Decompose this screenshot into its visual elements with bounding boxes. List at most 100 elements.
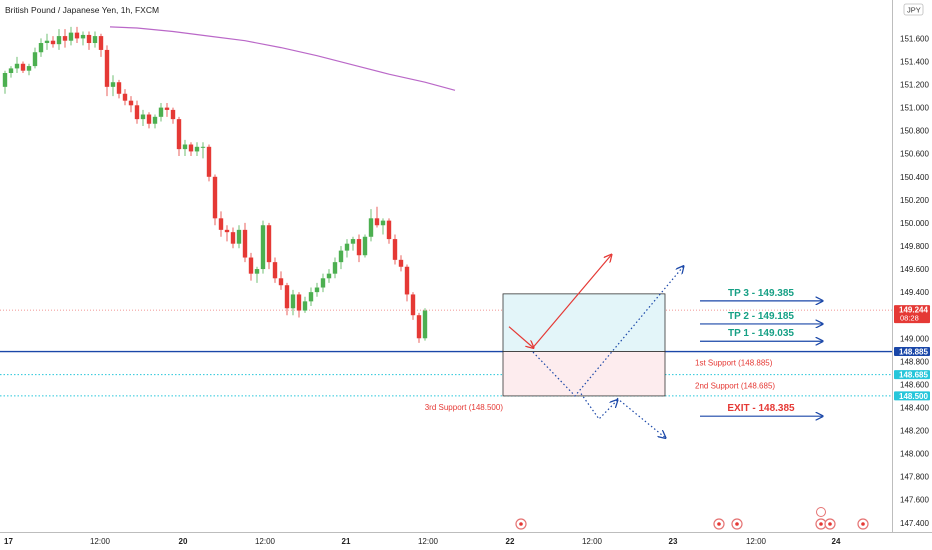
candle-body: [116, 82, 122, 94]
candle-body: [80, 34, 86, 39]
candle: [350, 236, 356, 251]
candle: [224, 225, 230, 242]
candle: [248, 252, 254, 281]
symbol-title: British Pound / Japanese Yen, 1h, FXCM: [5, 5, 159, 15]
candle-body: [398, 259, 404, 267]
candle-body: [92, 36, 98, 44]
candle: [362, 234, 368, 258]
y-tick-label: 148.400: [900, 403, 929, 412]
candle: [272, 257, 278, 283]
candle: [296, 292, 302, 318]
candle-body: [380, 220, 386, 226]
candle: [32, 47, 38, 69]
risk-zone-box: [502, 351, 666, 397]
candle-body: [302, 301, 308, 311]
currency-badge: [903, 3, 924, 16]
candle-body: [254, 269, 260, 274]
candle: [308, 287, 314, 306]
candle-body: [86, 34, 92, 44]
candle: [200, 142, 206, 159]
price-axis-bg: [892, 0, 932, 550]
candle-body: [272, 262, 278, 279]
candle-body: [212, 176, 218, 219]
candle-body: [98, 36, 104, 50]
candle: [170, 107, 176, 124]
candle-body: [242, 229, 248, 258]
time-axis-bg: [0, 532, 932, 550]
candle-body: [230, 232, 236, 244]
candle-body: [356, 239, 362, 256]
candle-body: [206, 146, 212, 177]
candle-body: [122, 93, 128, 101]
x-tick-label: 12:00: [582, 537, 603, 546]
candle: [182, 139, 188, 157]
y-tick-label: 150.800: [900, 127, 929, 136]
candle: [290, 289, 296, 316]
candle: [404, 264, 410, 302]
candle: [212, 174, 218, 226]
event-dot: [861, 522, 865, 526]
y-tick-label: 149.800: [900, 242, 929, 251]
event-marker: [816, 507, 826, 517]
candle: [344, 239, 350, 258]
candle: [158, 102, 164, 122]
event-dot: [828, 522, 832, 526]
candle: [218, 211, 224, 237]
price-tag-value: 149.244: [899, 306, 928, 315]
candle-body: [290, 294, 296, 309]
y-tick-label: 149.400: [900, 288, 929, 297]
candle-body: [314, 287, 320, 293]
candle-body: [224, 229, 230, 233]
candle: [44, 33, 50, 50]
candle: [50, 36, 56, 48]
candle: [236, 225, 242, 249]
candle-body: [260, 225, 266, 270]
candle: [92, 31, 98, 48]
candle: [74, 26, 80, 44]
candle: [380, 218, 386, 235]
candle-body: [404, 266, 410, 295]
candle-body: [278, 278, 284, 286]
candle-body: [20, 63, 26, 71]
candle: [266, 222, 272, 270]
candle: [14, 56, 20, 73]
candle-body: [50, 40, 56, 45]
x-tick-label: 12:00: [418, 537, 439, 546]
candle-body: [338, 250, 344, 263]
candles: [2, 26, 428, 343]
candle: [374, 206, 380, 228]
candle-body: [62, 36, 68, 41]
candle: [176, 116, 182, 157]
projection-arrow-blue: [580, 393, 617, 420]
candle-body: [350, 239, 356, 244]
candle: [320, 273, 326, 293]
annotations: TP 3 - 149.385 TP 2 - 149.185 TP 1 - 149.0…: [425, 288, 822, 416]
candle: [398, 255, 404, 272]
y-tick-label: 147.800: [900, 473, 929, 482]
tp3-label: TP 3 - 149.385: [728, 288, 794, 299]
y-tick-label: 148.200: [900, 427, 929, 436]
candle-body: [146, 114, 152, 124]
x-tick-label: 24: [832, 537, 841, 546]
candle: [98, 33, 104, 57]
candle: [386, 218, 392, 244]
candle-body: [284, 285, 290, 309]
event-dot: [819, 522, 823, 526]
y-tick-label: 151.400: [900, 57, 929, 66]
candle: [188, 142, 194, 157]
candle: [122, 89, 128, 106]
candle-body: [8, 68, 14, 73]
candle: [110, 75, 116, 97]
candle-body: [236, 229, 242, 244]
candle-body: [332, 262, 338, 274]
event-markers: [515, 507, 869, 530]
moving-average: [109, 26, 456, 91]
y-tick-label: 149.600: [900, 265, 929, 274]
y-tick-label: 149.000: [900, 334, 929, 343]
candle-body: [2, 73, 8, 87]
candle: [68, 26, 74, 46]
candle-body: [320, 278, 326, 288]
